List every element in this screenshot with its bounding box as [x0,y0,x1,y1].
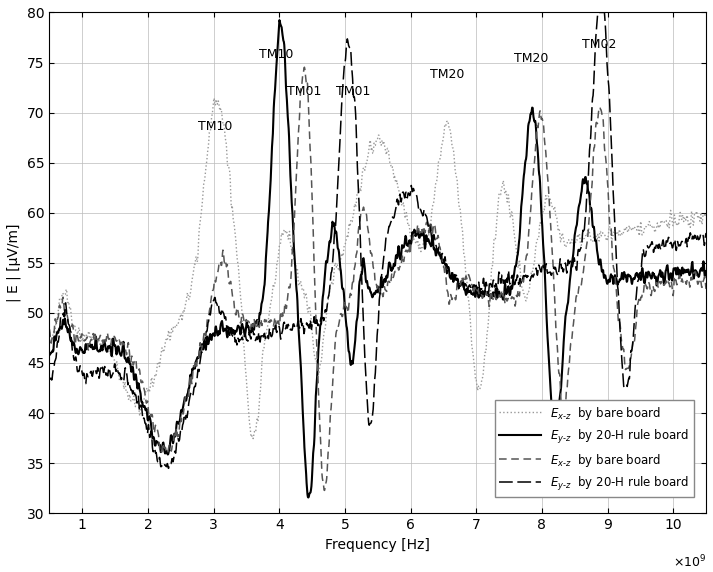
Text: TM01: TM01 [336,85,370,98]
$E_{y\text{-}z}$  by 20-H rule board [304,494,312,501]
$E_{y\text{-}z}$  by 20-H rule board [123,359,131,366]
$E_{y\text{-}z}$  by 20-H rule board [45,350,53,357]
$E_{y\text{-}z}$  by 20-H rule board [419,210,428,217]
$E_{y\text{-}z}$  by 20-H rule board [594,9,602,16]
Text: TM02: TM02 [582,38,616,50]
$E_{x\text{-}z}$  by bare board [350,265,359,272]
$E_{x\text{-}z}$  by bare board [324,442,333,449]
$E_{x\text{-}z}$  by bare board [210,94,218,101]
$E_{x\text{-}z}$  by bare board [300,63,309,70]
$E_{y\text{-}z}$  by 20-H rule board [123,372,131,379]
Text: TM20: TM20 [513,51,548,65]
Line: $E_{x\text{-}z}$  by bare board: $E_{x\text{-}z}$ by bare board [49,67,706,490]
$E_{y\text{-}z}$  by 20-H rule board [324,243,333,250]
X-axis label: Frequency [Hz]: Frequency [Hz] [325,538,430,551]
$E_{y\text{-}z}$  by 20-H rule board [349,94,358,101]
$E_{x\text{-}z}$  by bare board [324,293,333,300]
$E_{x\text{-}z}$  by bare board [123,387,131,394]
$E_{y\text{-}z}$  by 20-H rule board [45,375,53,382]
$E_{y\text{-}z}$  by 20-H rule board [96,366,105,372]
$E_{x\text{-}z}$  by bare board [338,313,347,320]
Y-axis label: | E | [µV/m]: | E | [µV/m] [7,224,21,302]
Text: TM10: TM10 [259,47,293,61]
$E_{x\text{-}z}$  by bare board [249,435,257,442]
$E_{x\text{-}z}$  by bare board [702,285,710,292]
$E_{x\text{-}z}$  by bare board [420,234,429,241]
Text: TM20: TM20 [429,67,464,81]
$E_{x\text{-}z}$  by bare board [420,225,429,232]
$E_{x\text{-}z}$  by bare board [123,349,131,356]
Line: $E_{y\text{-}z}$  by 20-H rule board: $E_{y\text{-}z}$ by 20-H rule board [49,20,706,498]
Line: $E_{y\text{-}z}$  by 20-H rule board: $E_{y\text{-}z}$ by 20-H rule board [49,13,706,468]
$E_{y\text{-}z}$  by 20-H rule board [702,268,710,275]
$E_{x\text{-}z}$  by bare board [320,487,329,494]
Text: TM01: TM01 [287,85,322,98]
$E_{y\text{-}z}$  by 20-H rule board [96,348,105,355]
Legend: $E_{x\text{-}z}$  by bare board, $E_{y\text{-}z}$  by 20-H rule board, $E_{x\tex: $E_{x\text{-}z}$ by bare board, $E_{y\te… [495,400,694,497]
$E_{x\text{-}z}$  by bare board [45,326,53,333]
$E_{y\text{-}z}$  by 20-H rule board [338,93,347,100]
$E_{y\text{-}z}$  by 20-H rule board [702,229,710,236]
Text: TM10: TM10 [198,120,232,133]
$E_{y\text{-}z}$  by 20-H rule board [338,285,347,292]
$E_{y\text{-}z}$  by 20-H rule board [420,233,429,240]
$E_{x\text{-}z}$  by bare board [702,210,710,217]
Line: $E_{x\text{-}z}$  by bare board: $E_{x\text{-}z}$ by bare board [49,98,706,439]
Text: $\times 10^9$: $\times 10^9$ [672,553,706,570]
$E_{y\text{-}z}$  by 20-H rule board [164,465,173,472]
$E_{x\text{-}z}$  by bare board [45,329,53,336]
$E_{y\text{-}z}$  by 20-H rule board [324,293,333,300]
$E_{x\text{-}z}$  by bare board [338,252,347,259]
$E_{y\text{-}z}$  by 20-H rule board [275,17,284,23]
$E_{x\text{-}z}$  by bare board [96,332,105,339]
$E_{y\text{-}z}$  by 20-H rule board [350,345,359,352]
$E_{x\text{-}z}$  by bare board [350,203,359,210]
$E_{x\text{-}z}$  by bare board [96,343,105,349]
